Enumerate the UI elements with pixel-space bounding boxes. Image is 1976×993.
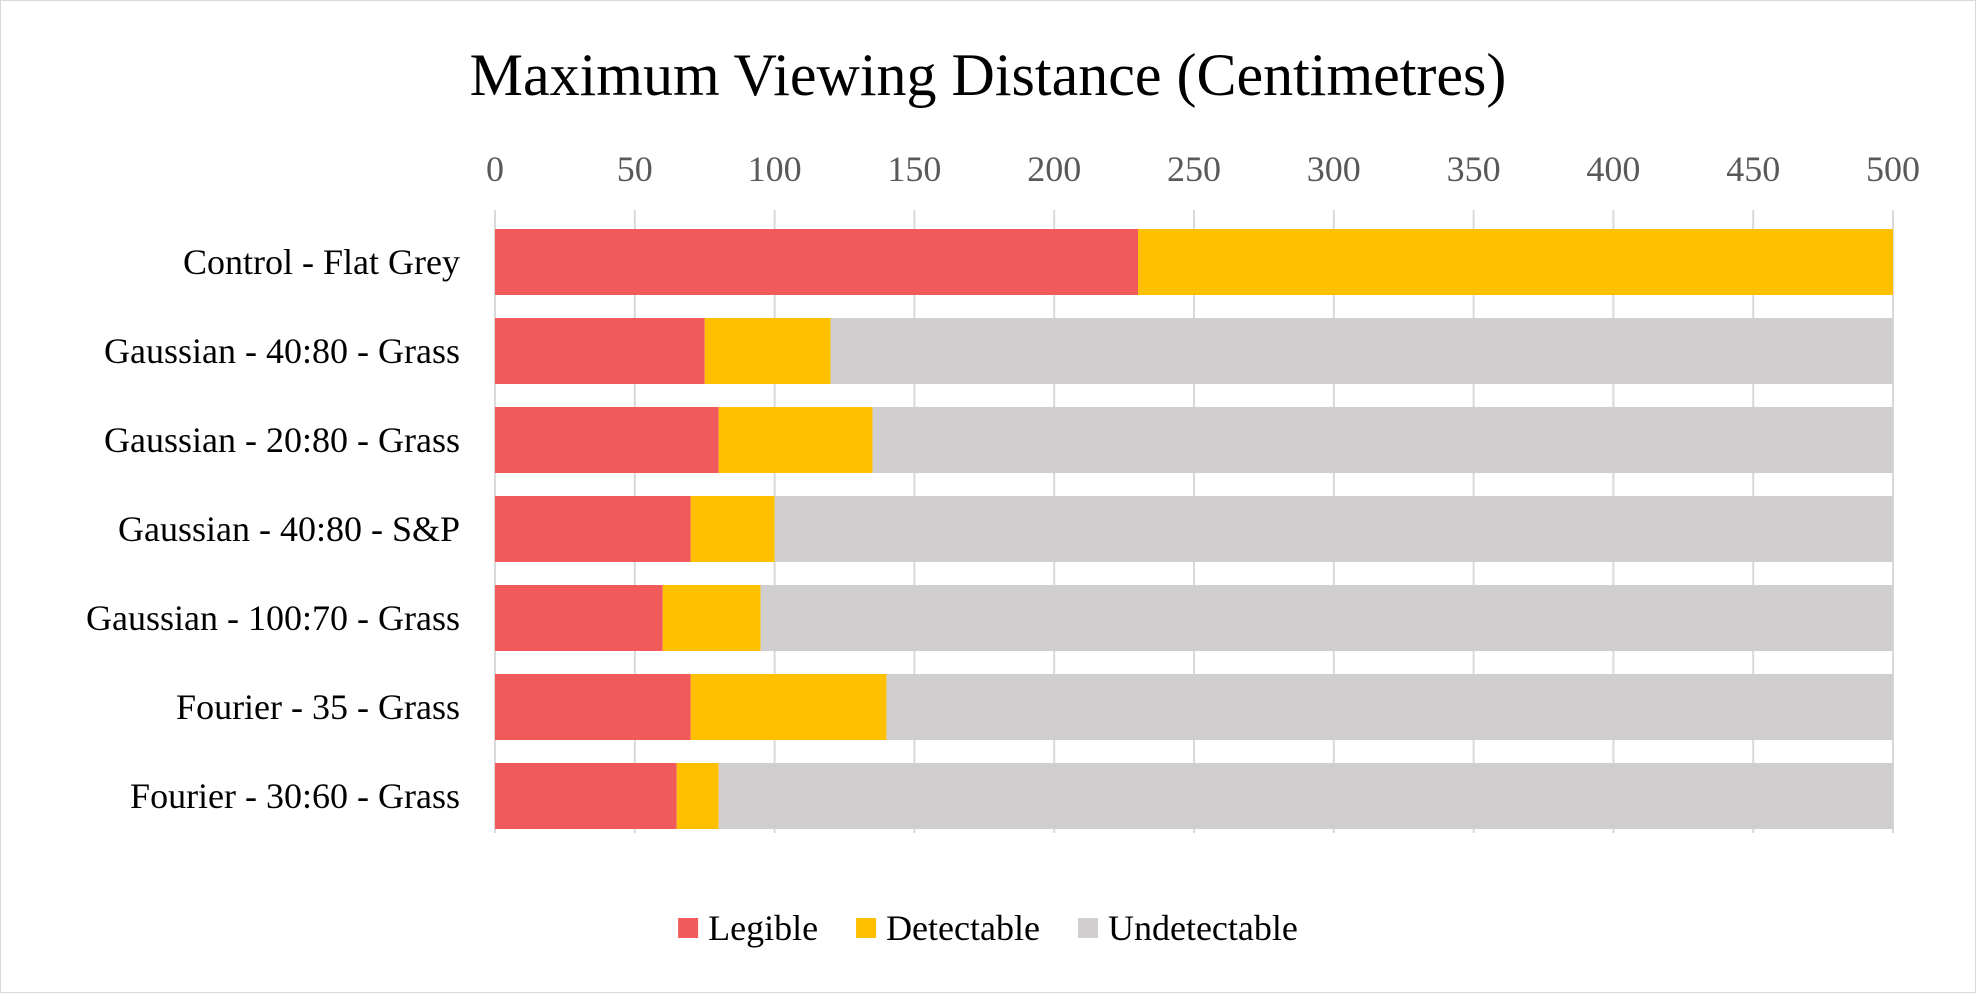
legend-swatch <box>856 918 877 938</box>
x-tick-label: 250 <box>1167 149 1221 189</box>
bar-legible-1 <box>495 229 1139 295</box>
bar-detectable-7 <box>676 763 719 829</box>
legend-item-detectable: Detectable <box>856 908 1040 948</box>
bar-legible-6 <box>495 674 691 740</box>
bar-detectable-6 <box>690 674 887 740</box>
x-tick-label: 350 <box>1447 149 1501 189</box>
category-label: Control - Flat Grey <box>183 242 460 282</box>
bar-legible-7 <box>495 763 677 829</box>
legend-swatch <box>1077 918 1098 938</box>
bar-detectable-4 <box>690 496 775 562</box>
x-tick-label: 0 <box>486 149 504 189</box>
x-axis-ticks: 0 50 100 150 200 250 300 350 400 450 500 <box>486 149 1920 189</box>
bar-legible-4 <box>495 496 691 562</box>
bar-detectable-5 <box>662 585 761 651</box>
legend-item-legible: Legible <box>678 908 818 948</box>
bar-legible-3 <box>495 407 719 473</box>
x-tick-label: 400 <box>1586 149 1640 189</box>
x-tick-label: 450 <box>1726 149 1780 189</box>
legend-item-undetectable: Undetectable <box>1077 908 1298 948</box>
x-tick-label: 200 <box>1027 149 1081 189</box>
x-tick-label: 50 <box>617 149 653 189</box>
x-tick-label: 100 <box>748 149 802 189</box>
bar-legible-5 <box>495 585 663 651</box>
bar-detectable-1 <box>1138 229 1893 295</box>
x-tick-label: 300 <box>1307 149 1361 189</box>
bar-undetectable-5 <box>760 585 1893 651</box>
category-label: Fourier - 35 - Grass <box>176 687 460 727</box>
legend-label: Legible <box>708 908 818 948</box>
bar-undetectable-7 <box>718 763 1894 829</box>
x-tick-label: 150 <box>887 149 941 189</box>
bar-detectable-2 <box>704 318 831 384</box>
category-label: Gaussian - 40:80 - Grass <box>104 331 460 371</box>
legend-label: Undetectable <box>1108 908 1298 948</box>
legend-label: Detectable <box>886 908 1040 948</box>
bar-legible-2 <box>495 318 705 384</box>
category-label: Gaussian - 20:80 - Grass <box>104 420 460 460</box>
category-label: Fourier - 30:60 - Grass <box>130 776 460 816</box>
x-tick-label: 500 <box>1866 149 1920 189</box>
bars <box>495 229 1894 829</box>
bar-undetectable-2 <box>830 318 1893 384</box>
category-label: Gaussian - 40:80 - S&P <box>118 509 460 549</box>
category-label: Gaussian - 100:70 - Grass <box>86 598 460 638</box>
bar-undetectable-6 <box>886 674 1893 740</box>
bar-undetectable-3 <box>872 407 1893 473</box>
bar-undetectable-4 <box>774 496 1893 562</box>
chart-title: Maximum Viewing Distance (Centimetres) <box>470 42 1507 108</box>
bar-detectable-3 <box>718 407 873 473</box>
legend-swatch <box>678 918 699 938</box>
legend: Legible Detectable Undetectable <box>678 908 1298 948</box>
category-labels: Control - Flat Grey Gaussian - 40:80 - Gr… <box>86 242 460 816</box>
